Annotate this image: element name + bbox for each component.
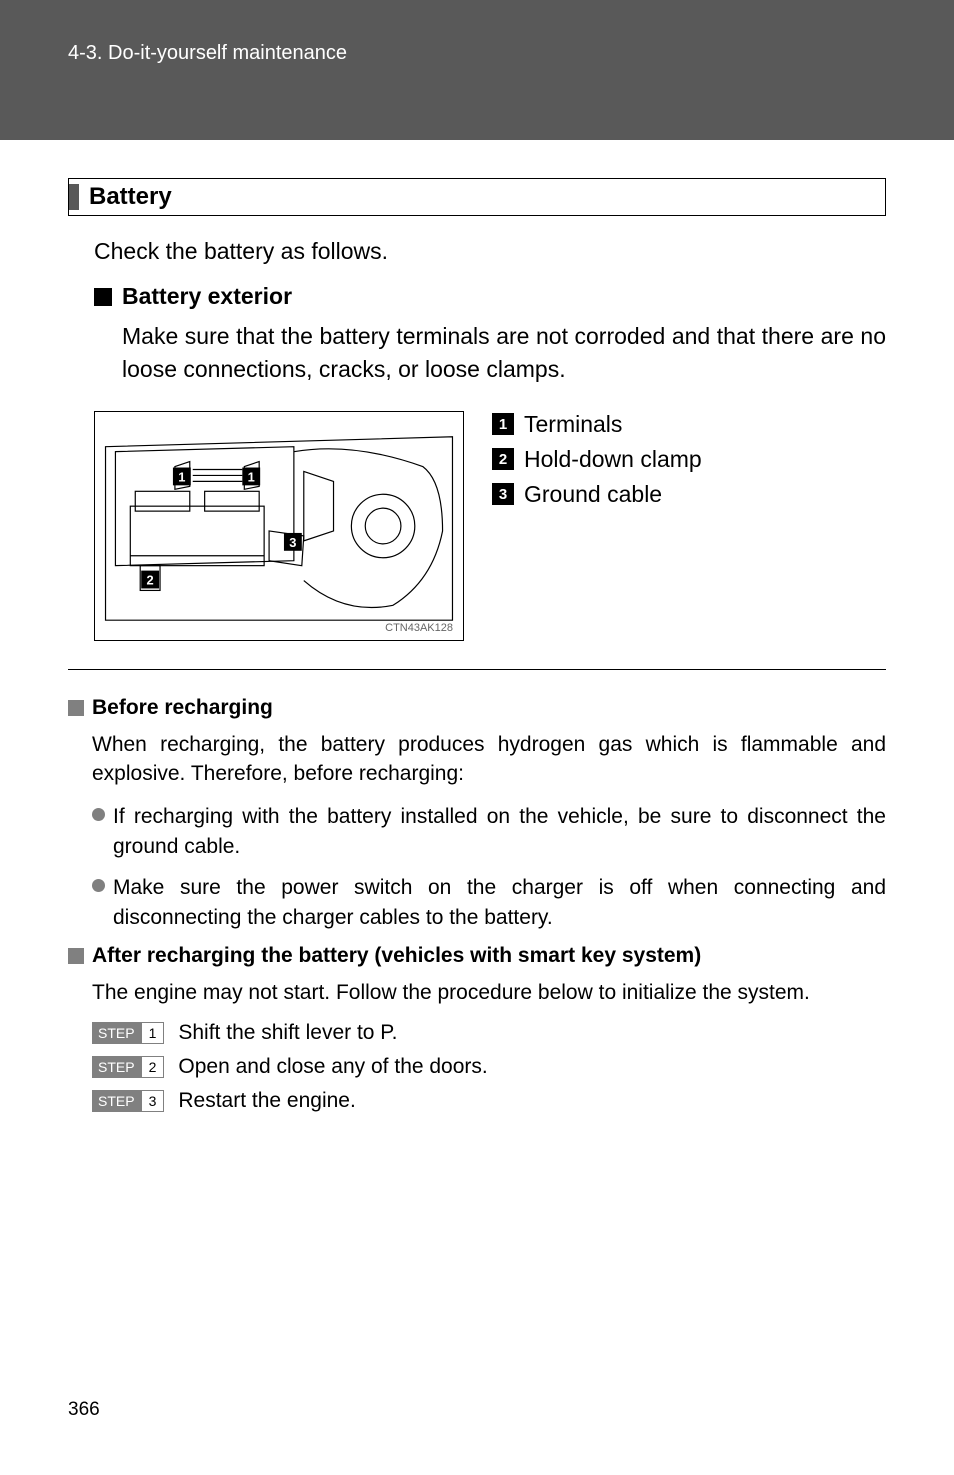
subsection-row: Battery exterior <box>94 283 886 310</box>
figure-code: CTN43AK128 <box>385 622 453 634</box>
step-row: STEP 2 Open and close any of the doors. <box>92 1055 886 1079</box>
step-label: STEP <box>92 1022 141 1044</box>
callout-label: Hold-down clamp <box>524 446 702 473</box>
callout-item: 1 Terminals <box>492 411 702 438</box>
marker-1b: 1 <box>248 469 255 484</box>
grey-square-icon <box>68 948 84 964</box>
heading-accent-bar <box>69 184 79 210</box>
info-body: The engine may not start. Follow the pro… <box>92 978 886 1007</box>
header-band: 4-3. Do-it-yourself maintenance <box>0 0 954 140</box>
step-row: STEP 1 Shift the shift lever to P. <box>92 1021 886 1045</box>
marker-1a: 1 <box>178 469 185 484</box>
callout-label: Ground cable <box>524 481 662 508</box>
bullet-text: Make sure the power switch on the charge… <box>113 873 886 932</box>
intro-text: Check the battery as follows. <box>94 238 886 265</box>
info-title: Before recharging <box>92 696 273 720</box>
step-chip: STEP 3 <box>92 1090 164 1112</box>
callout-label: Terminals <box>524 411 622 438</box>
page-number: 366 <box>68 1399 100 1421</box>
marker-3: 3 <box>289 535 296 550</box>
section-heading-text: Battery <box>89 183 172 211</box>
step-label: STEP <box>92 1056 141 1078</box>
info-body: When recharging, the battery produces hy… <box>92 730 886 789</box>
callout-item: 2 Hold-down clamp <box>492 446 702 473</box>
step-num: 1 <box>141 1022 165 1044</box>
step-text: Restart the engine. <box>178 1089 355 1113</box>
step-num: 3 <box>141 1090 165 1112</box>
callout-num-icon: 2 <box>492 448 514 470</box>
step-text: Shift the shift lever to P. <box>178 1021 397 1045</box>
breadcrumb: 4-3. Do-it-yourself maintenance <box>68 42 954 65</box>
engine-bay-svg: 1 1 3 2 <box>95 412 463 640</box>
section-heading: Battery <box>68 178 886 216</box>
callout-num-icon: 1 <box>492 413 514 435</box>
step-num: 2 <box>141 1056 165 1078</box>
divider-line <box>68 669 886 670</box>
figure-row: 1 1 3 2 CTN43AK128 1 Terminals <box>94 411 886 641</box>
subsection-body: Make sure that the battery terminals are… <box>122 320 886 387</box>
step-text: Open and close any of the doors. <box>178 1055 487 1079</box>
battery-diagram: 1 1 3 2 CTN43AK128 <box>94 411 464 641</box>
info-heading-row: After recharging the battery (vehicles w… <box>68 944 886 968</box>
bullet-dot-icon <box>92 879 105 892</box>
info-title: After recharging the battery (vehicles w… <box>92 944 701 968</box>
step-chip: STEP 1 <box>92 1022 164 1044</box>
bullet-dot-icon <box>92 808 105 821</box>
bullet-row: Make sure the power switch on the charge… <box>92 873 886 932</box>
step-label: STEP <box>92 1090 141 1112</box>
bullet-text: If recharging with the battery installed… <box>113 802 886 861</box>
marker-2: 2 <box>147 572 154 587</box>
grey-square-icon <box>68 700 84 716</box>
callout-list: 1 Terminals 2 Hold-down clamp 3 Ground c… <box>492 411 702 516</box>
step-row: STEP 3 Restart the engine. <box>92 1089 886 1113</box>
callout-num-icon: 3 <box>492 483 514 505</box>
subsection-title: Battery exterior <box>122 283 292 310</box>
bullet-row: If recharging with the battery installed… <box>92 802 886 861</box>
step-chip: STEP 2 <box>92 1056 164 1078</box>
square-bullet-icon <box>94 288 112 306</box>
content-area: Battery Check the battery as follows. Ba… <box>0 140 954 1113</box>
callout-item: 3 Ground cable <box>492 481 702 508</box>
info-heading-row: Before recharging <box>68 696 886 720</box>
